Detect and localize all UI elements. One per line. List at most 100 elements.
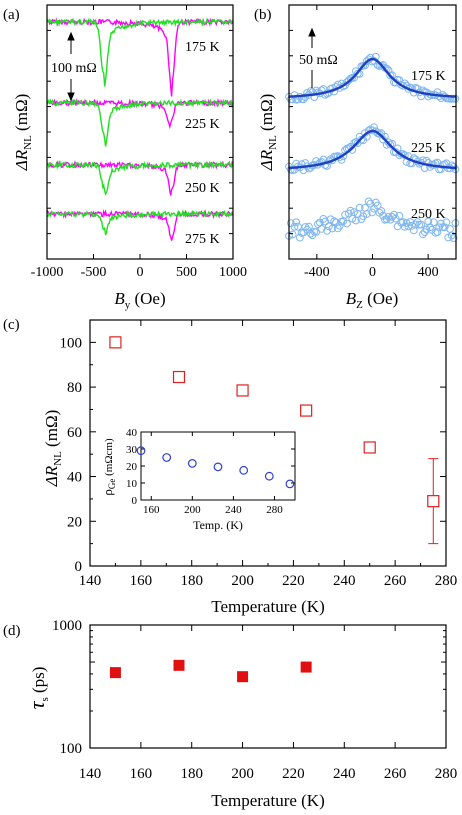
panel-c-ytick-label: 0 bbox=[75, 559, 83, 575]
panel-c-ylabel: ΔRNL (mΩ) bbox=[42, 410, 64, 487]
panel-a-xtick-label: 500 bbox=[176, 265, 197, 280]
panel-c-xtick-label: 280 bbox=[435, 573, 458, 589]
panel-a-trace-magenta bbox=[46, 17, 234, 97]
inset-ytick-label: 40 bbox=[126, 427, 138, 439]
panel-a-ylabel: ΔRNL (mΩ) bbox=[12, 94, 34, 171]
panel-c-ytick-label: 80 bbox=[67, 380, 82, 396]
panel-b-point bbox=[377, 207, 386, 215]
inset-ytick-label: 30 bbox=[126, 444, 138, 456]
panel-a-xtick-label: 1000 bbox=[219, 265, 247, 280]
inset-xtick-label: 280 bbox=[266, 504, 283, 516]
panel-b-point bbox=[317, 225, 326, 233]
panel-b-xtick-label: 400 bbox=[418, 265, 439, 280]
panel-b-point bbox=[362, 210, 371, 218]
panel-a-trace-green bbox=[46, 17, 234, 87]
panel-c-xtick-label: 140 bbox=[79, 573, 102, 589]
panel-d-xlabel: Temperature (K) bbox=[211, 791, 325, 810]
panel-c-ytick-label: 100 bbox=[60, 335, 83, 351]
panel-b-xlabel: BZ (Oe) bbox=[346, 289, 399, 311]
panel-b: (b) -400 0 400 50 mΩ 175 K 225 K 250 K ΔRN… bbox=[254, 4, 460, 311]
panel-b-point bbox=[305, 222, 313, 231]
panel-b-point bbox=[411, 220, 420, 229]
panel-b-trace-label-225: 225 K bbox=[411, 141, 446, 156]
inset-point bbox=[285, 479, 295, 489]
panel-d-point bbox=[300, 661, 312, 673]
panel-b-point bbox=[292, 218, 301, 227]
panel-b-point bbox=[395, 211, 404, 220]
panel-b-scale-label: 50 mΩ bbox=[299, 53, 338, 68]
panel-d-point bbox=[173, 659, 185, 671]
panel-b-point bbox=[290, 222, 299, 231]
panel-c-xtick-label: 200 bbox=[231, 573, 254, 589]
panel-a-trace-label-275: 275 K bbox=[185, 232, 220, 247]
panel-b-point bbox=[373, 201, 382, 210]
panel-a-trace-green bbox=[46, 208, 234, 236]
panel-c-point bbox=[172, 370, 186, 384]
panel-d-xtick-label: 180 bbox=[180, 766, 203, 782]
inset-point bbox=[213, 462, 223, 472]
panel-b-xtick-label: -400 bbox=[304, 265, 330, 280]
panel-b-ylabel: ΔRNL (mΩ) bbox=[257, 94, 279, 171]
inset-xlabel: Temp. (K) bbox=[193, 518, 243, 532]
panel-b-point bbox=[404, 85, 413, 93]
panel-d-point bbox=[237, 671, 249, 683]
panel-b-point bbox=[364, 197, 373, 206]
inset-frame bbox=[140, 431, 296, 501]
inset-point bbox=[162, 453, 172, 462]
panel-a: (a) -1000 -500 0 500 1000 100 mΩ 175 K 225 K… bbox=[3, 4, 247, 311]
panel-d-xtick-label: 140 bbox=[79, 766, 102, 782]
panel-d-label: (d) bbox=[3, 623, 21, 639]
panel-a-xtick-label: 0 bbox=[137, 265, 144, 280]
panel-c-xtick-label: 180 bbox=[180, 573, 203, 589]
panel-a-plot bbox=[46, 17, 234, 241]
panel-d-ylabel: τs (ps) bbox=[24, 667, 51, 710]
panel-c-xtick-label: 260 bbox=[384, 573, 407, 589]
inset-plot bbox=[136, 446, 295, 489]
panel-a-label: (a) bbox=[3, 7, 20, 23]
panel-b-point bbox=[346, 206, 355, 215]
inset-xtick-label: 200 bbox=[184, 504, 201, 516]
panel-b-point bbox=[408, 221, 416, 230]
panel-c-ytick-label: 20 bbox=[67, 514, 82, 530]
panel-a-trace-green bbox=[46, 159, 234, 196]
panel-b-point bbox=[451, 219, 460, 227]
panel-c-point bbox=[236, 384, 249, 397]
panel-b-point bbox=[368, 208, 377, 217]
panel-b-point bbox=[341, 210, 350, 219]
panel-a-trace-label-250: 250 K bbox=[185, 181, 220, 196]
panel-b-xticks: -400 0 400 bbox=[289, 4, 456, 280]
panel-a-trace-green bbox=[46, 98, 234, 147]
panel-a-scale-label: 100 mΩ bbox=[51, 61, 97, 76]
panel-d-xtick-label: 260 bbox=[384, 766, 407, 782]
panel-b-point bbox=[314, 220, 322, 229]
inset-axes: 160 200 240 280 0 10 20 30 40 bbox=[126, 427, 295, 516]
panel-b-trace-label-250: 250 K bbox=[411, 207, 446, 222]
panel-c-xtick-label: 220 bbox=[282, 573, 305, 589]
panel-b-fit-line bbox=[289, 129, 456, 170]
panel-c-point bbox=[300, 404, 313, 417]
inset-ytick-label: 10 bbox=[126, 478, 138, 490]
panel-c-xtick-label: 240 bbox=[333, 573, 356, 589]
panel-c-inset: 160 200 240 280 0 10 20 30 40 ρGe (mΩcm) Temp. (… bbox=[100, 427, 296, 532]
panel-a-trace-label-175: 175 K bbox=[185, 40, 220, 55]
panel-d-xtick-label: 240 bbox=[333, 766, 356, 782]
panel-b-point bbox=[306, 229, 315, 238]
panel-d-plot bbox=[109, 659, 312, 683]
panel-b-point bbox=[330, 217, 339, 226]
panel-d-xtick-label: 200 bbox=[231, 766, 254, 782]
panel-b-point bbox=[350, 208, 359, 217]
panel-b-point bbox=[384, 138, 393, 147]
panel-b-fit-line bbox=[289, 57, 456, 98]
inset-ylabel: ρGe (mΩcm) bbox=[100, 438, 117, 496]
panel-c-ytick-label: 40 bbox=[67, 470, 82, 486]
panel-d-xtick-label: 160 bbox=[130, 766, 153, 782]
panel-d-ytick-label: 1000 bbox=[52, 618, 82, 634]
inset-point bbox=[264, 471, 274, 481]
panel-b-point bbox=[400, 222, 409, 231]
panel-b-label: (b) bbox=[254, 7, 272, 23]
panel-b-point bbox=[424, 217, 433, 226]
panel-b-point bbox=[328, 224, 337, 233]
panel-b-point bbox=[382, 215, 391, 224]
